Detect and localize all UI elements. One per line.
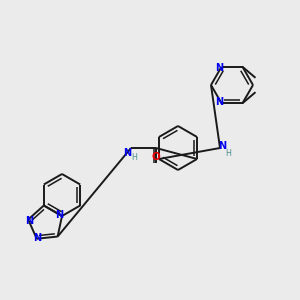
Text: N: N xyxy=(218,141,226,151)
Text: N: N xyxy=(215,63,223,73)
Text: N: N xyxy=(123,148,131,158)
Text: N: N xyxy=(33,233,41,243)
Text: N: N xyxy=(25,216,33,226)
Text: N: N xyxy=(55,210,63,220)
Text: N: N xyxy=(215,97,223,107)
Text: H: H xyxy=(225,148,231,158)
Text: H: H xyxy=(131,154,137,163)
Text: O: O xyxy=(152,152,160,162)
